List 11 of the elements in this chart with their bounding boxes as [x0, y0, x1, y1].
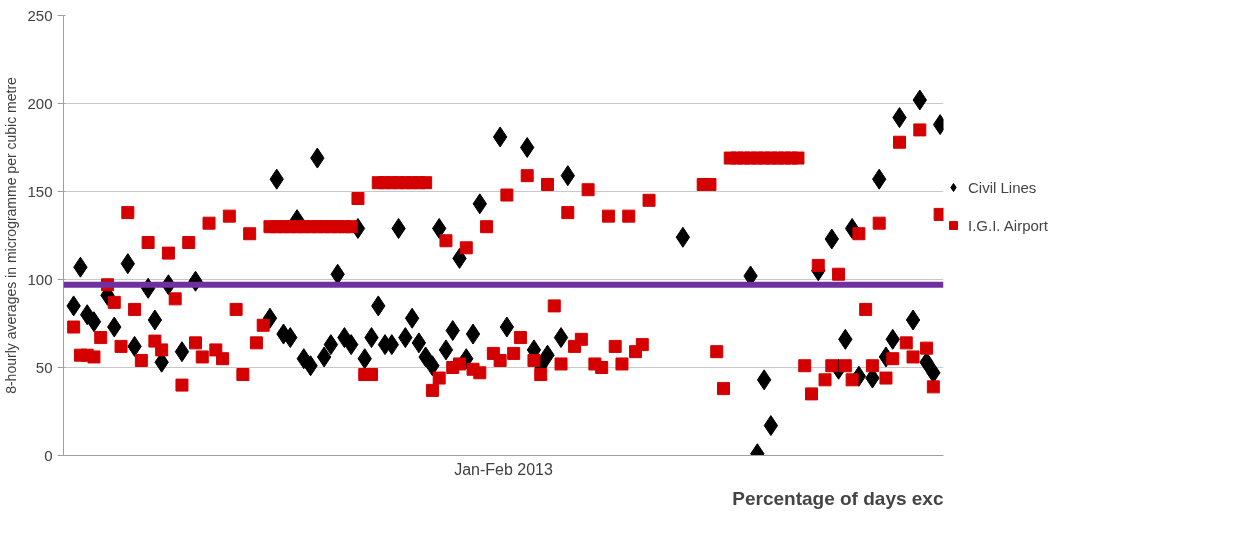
- x-axis-title: Jan-Feb 2013: [454, 460, 553, 478]
- legend-label: I.G.I. Airport: [968, 216, 1049, 234]
- y-tick-label: 150: [27, 182, 53, 200]
- text: Percentage of days exc: [732, 487, 944, 509]
- y-tick-label: 100: [27, 270, 53, 288]
- legend-label: Civil Lines: [968, 178, 1037, 196]
- y-tick-label: 200: [27, 94, 53, 112]
- y-tick-label: 50: [35, 358, 53, 376]
- y-tick-label: 250: [27, 6, 53, 24]
- y-axis-title: 8-hourly averages in microgramme per cubic metre: [3, 76, 20, 394]
- y-tick-label: 0: [44, 446, 53, 464]
